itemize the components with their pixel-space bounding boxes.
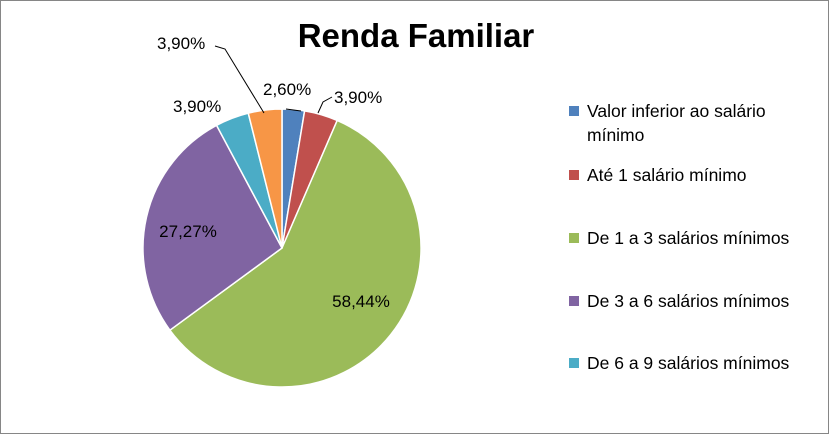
legend-label: De 6 a 9 salários mínimos bbox=[587, 353, 790, 373]
legend-swatch bbox=[569, 106, 579, 116]
legend-label: Até 1 salário mínimo bbox=[587, 165, 747, 185]
data-label: 2,60% bbox=[263, 80, 311, 99]
pie-slice bbox=[247, 108, 283, 249]
legend-item: Até 1 salário mínimo bbox=[569, 163, 812, 187]
data-label: 3,90% bbox=[334, 88, 382, 107]
data-label: 58,44% bbox=[332, 292, 390, 311]
data-label: 3,90% bbox=[157, 34, 205, 53]
pie-slice bbox=[168, 119, 422, 388]
legend-item: De 1 a 3 salários mínimos bbox=[569, 226, 812, 250]
legend-label: De 3 a 6 salários mínimos bbox=[587, 291, 790, 311]
legend-item: De 6 a 9 salários mínimos bbox=[569, 351, 812, 375]
legend-label: De 1 a 3 salários mínimos bbox=[587, 228, 790, 248]
leader-line bbox=[317, 96, 333, 114]
data-label: 3,90% bbox=[173, 97, 221, 116]
legend-swatch bbox=[569, 358, 579, 368]
data-label: 27,27% bbox=[159, 222, 217, 241]
leader-line bbox=[285, 108, 302, 112]
leader-line bbox=[214, 45, 265, 114]
legend-label: Valor inferior ao salário mínimo bbox=[587, 101, 766, 145]
chart-title: Renda Familiar bbox=[297, 17, 535, 54]
legend-item: De 3 a 6 salários mínimos bbox=[569, 289, 812, 313]
legend-swatch bbox=[569, 233, 579, 243]
legend-swatch bbox=[569, 296, 579, 306]
pie-slice bbox=[142, 124, 283, 332]
legend-swatch bbox=[569, 170, 579, 180]
legend-item: Valor inferior ao salário mínimo bbox=[569, 99, 812, 147]
